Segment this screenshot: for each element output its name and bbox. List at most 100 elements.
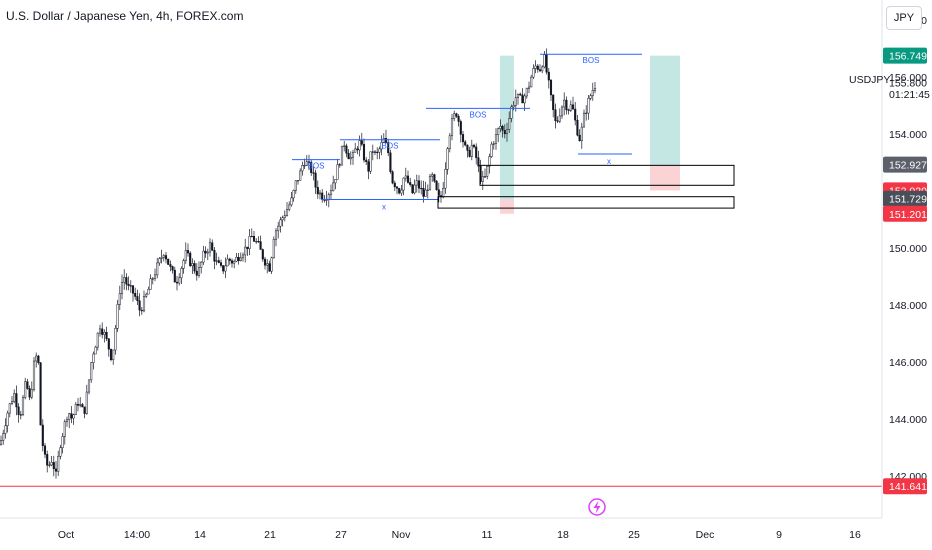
candle (453, 110, 456, 122)
candle (35, 352, 38, 368)
candle (28, 385, 31, 401)
candle (120, 274, 124, 300)
candle (246, 246, 249, 256)
candle (404, 167, 407, 182)
candle (290, 191, 293, 207)
price-tag: 151.201 (883, 205, 927, 222)
candle (488, 153, 491, 174)
candle (541, 65, 544, 74)
candle (26, 378, 29, 390)
price-tag: 152.927 (883, 156, 927, 173)
candle (470, 139, 473, 161)
candle (409, 177, 412, 187)
candle (94, 345, 97, 355)
candle (521, 88, 524, 104)
candle (398, 187, 401, 195)
x-label: x (607, 157, 611, 166)
candle (52, 455, 55, 477)
candle (499, 119, 502, 133)
candle (563, 92, 566, 116)
candle (415, 174, 418, 193)
time-tick-label: 14:00 (124, 529, 150, 541)
candle (74, 401, 77, 415)
candle (497, 127, 500, 143)
price-axis[interactable]: 142.000144.000146.000148.000150.000154.0… (889, 15, 927, 483)
candle (420, 180, 423, 195)
candle (437, 182, 440, 203)
annotations-layer[interactable]: BOS BOS BOS BOS x x (292, 53, 735, 212)
candle (510, 104, 513, 123)
currency-button[interactable]: JPY (886, 6, 922, 30)
stop-zone[interactable] (500, 199, 514, 214)
candle (30, 381, 33, 400)
candle (519, 92, 522, 96)
candle (233, 259, 236, 269)
candle (549, 79, 553, 102)
candle (587, 95, 590, 120)
candle (402, 177, 405, 196)
candle (178, 273, 181, 286)
demand-zone-box[interactable] (479, 164, 735, 186)
candle (8, 403, 11, 418)
candle (371, 144, 374, 161)
candle (576, 114, 579, 137)
candle (391, 170, 394, 185)
candle (393, 180, 396, 192)
candle (365, 157, 368, 165)
candle (151, 276, 154, 285)
candle (574, 101, 577, 126)
candle (235, 253, 238, 263)
svg-text:151.201: 151.201 (889, 209, 927, 221)
candle (382, 133, 385, 143)
candle (378, 146, 381, 160)
candle (554, 103, 557, 129)
x-label: x (382, 203, 386, 212)
candle (41, 419, 44, 452)
candle (312, 166, 315, 181)
candle (376, 147, 379, 160)
candle (323, 195, 326, 203)
stop-zone[interactable] (650, 165, 680, 191)
candle (65, 416, 69, 427)
candle (534, 60, 537, 74)
candle (422, 180, 425, 203)
candle (532, 64, 535, 80)
candle (314, 169, 317, 195)
candle (204, 246, 207, 258)
price-tick-label: 148.000 (889, 300, 927, 312)
candle (239, 252, 242, 262)
candle (219, 259, 223, 268)
candle (112, 349, 115, 365)
candle (263, 256, 267, 270)
profit-zone[interactable] (650, 55, 680, 166)
demand-zone-box[interactable] (437, 196, 735, 209)
lightning-icon[interactable] (588, 498, 606, 516)
time-axis[interactable]: Oct 14:00 14 21 27 Nov 11 18 25 Dec 9 16 (58, 529, 861, 541)
candle (332, 175, 335, 192)
candle (226, 254, 229, 267)
price-tick-label: 156.000 (889, 72, 927, 84)
candle (310, 159, 313, 176)
time-tick-label: 25 (628, 529, 640, 541)
candle (301, 161, 304, 176)
candle (560, 105, 564, 119)
candle (411, 184, 414, 194)
candle (516, 93, 520, 105)
time-tick-label: 18 (557, 529, 569, 541)
candle (173, 266, 176, 283)
candle (277, 221, 280, 239)
candle (380, 135, 383, 156)
candle (149, 274, 152, 290)
candle (228, 257, 231, 265)
candlestick-series (0, 48, 597, 479)
candle (448, 133, 451, 153)
candle (167, 258, 170, 266)
candle (261, 248, 264, 262)
time-tick-label: Oct (58, 529, 74, 541)
candle (358, 135, 361, 157)
candle (565, 96, 568, 115)
candle (340, 145, 344, 166)
candle (43, 443, 47, 459)
candle (118, 285, 121, 311)
